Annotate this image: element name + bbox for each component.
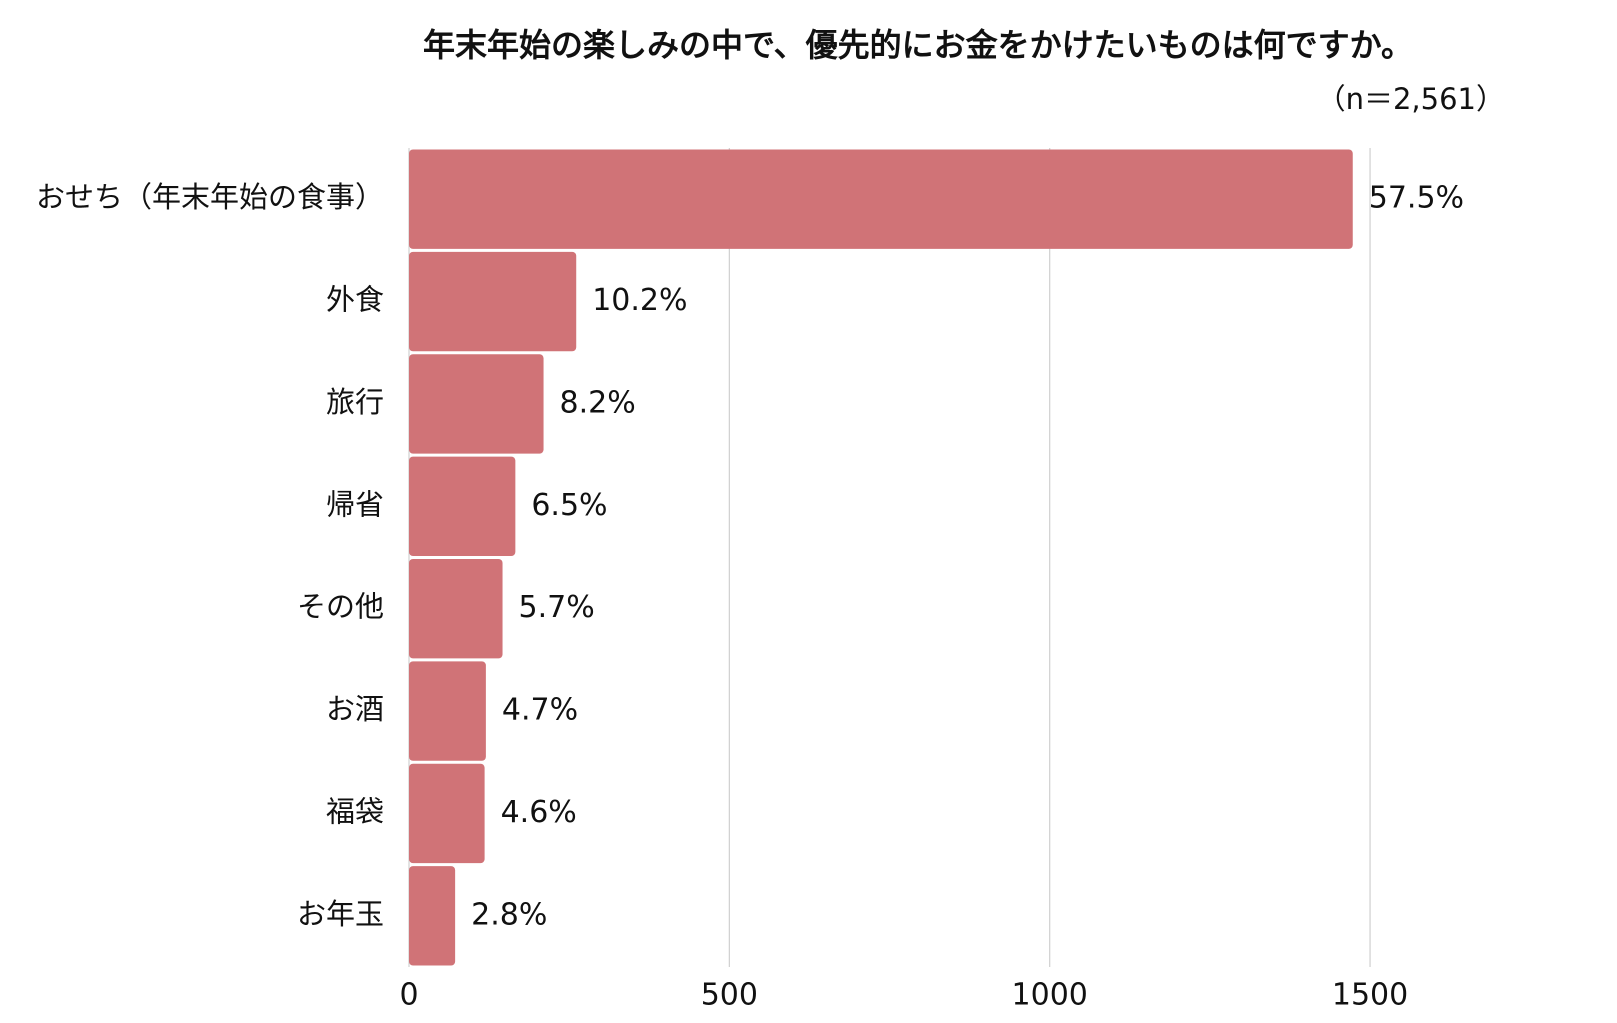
category-label: お年玉 (297, 897, 384, 931)
value-label: 2.8% (471, 897, 547, 932)
bar (409, 149, 1353, 249)
category-label: その他 (297, 590, 384, 624)
bar (409, 354, 544, 454)
value-label: 5.7% (519, 590, 595, 625)
x-tick-label: 0 (399, 978, 418, 1013)
value-label: 6.5% (531, 488, 607, 523)
category-label: 帰省 (326, 487, 384, 521)
value-label: 4.7% (502, 693, 578, 728)
chart-subtitle: （n＝2,561） (1317, 82, 1505, 116)
x-tick-label: 1500 (1332, 978, 1408, 1013)
bar (409, 456, 516, 556)
value-label: 8.2% (560, 385, 636, 420)
x-tick-label: 1000 (1012, 978, 1088, 1013)
value-label: 4.6% (501, 795, 577, 830)
category-label: 旅行 (326, 385, 384, 419)
category-label: 福袋 (326, 794, 384, 828)
bar (409, 559, 503, 659)
category-label: おせち（年末年始の食事） (36, 180, 384, 214)
bar (409, 661, 486, 761)
bar (409, 763, 485, 864)
bar (409, 251, 577, 352)
category-label: 外食 (326, 283, 384, 317)
x-tick-label: 500 (701, 978, 758, 1013)
chart-title: 年末年始の楽しみの中で、優先的にお金をかけたいものは何ですか。 (423, 26, 1413, 64)
category-label: お酒 (326, 692, 384, 726)
value-label: 57.5% (1369, 181, 1464, 216)
value-label: 10.2% (592, 283, 687, 318)
bar (409, 866, 456, 966)
